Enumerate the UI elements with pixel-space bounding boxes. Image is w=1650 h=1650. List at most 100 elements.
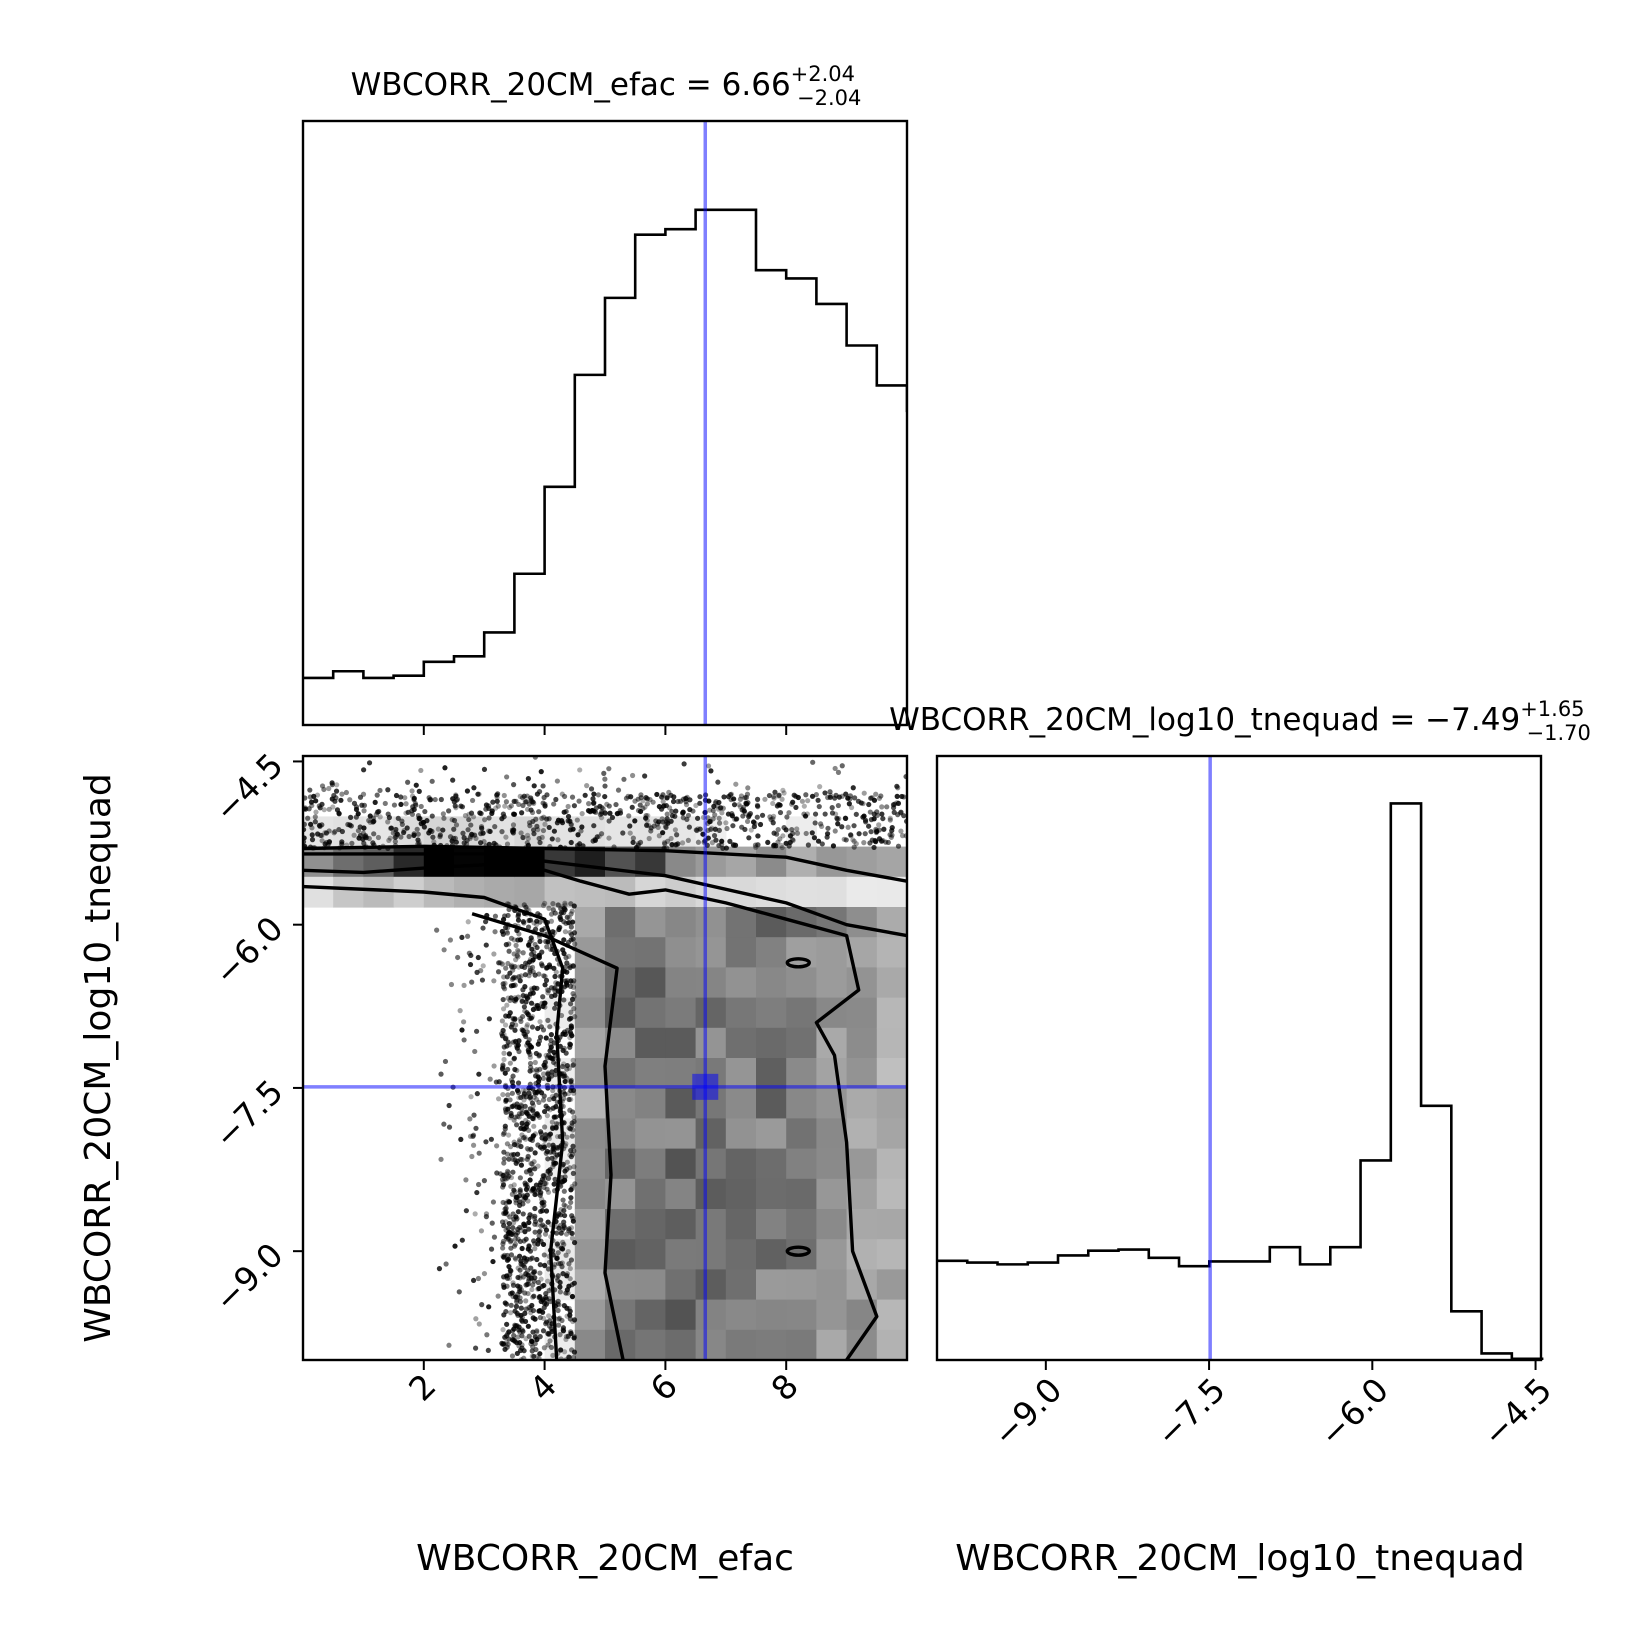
joint-scatter-point <box>568 1077 574 1083</box>
joint-scatter-point <box>521 1031 527 1037</box>
joint-scatter-point <box>629 804 635 810</box>
joint-density-cell <box>514 876 546 908</box>
joint-density-cell <box>725 846 757 878</box>
joint-scatter-point <box>516 974 522 980</box>
joint-scatter-point <box>441 815 447 821</box>
joint-scatter-point <box>502 1126 508 1132</box>
joint-scatter-point <box>511 974 517 981</box>
joint-scatter-point <box>540 1328 547 1334</box>
joint-scatter-point <box>532 1229 538 1235</box>
joint-scatter-point <box>738 793 745 799</box>
joint-scatter-point <box>848 832 854 838</box>
joint-density-cell <box>846 876 878 908</box>
joint-scatter-point <box>504 774 510 780</box>
joint-scatter-point <box>491 978 497 984</box>
joint-scatter-point <box>635 807 642 814</box>
joint-scatter-point <box>522 1103 528 1109</box>
joint-scatter-point <box>567 929 573 936</box>
joint-scatter-point <box>481 1177 487 1184</box>
joint-scatter-point <box>453 792 459 798</box>
tnequad-y-tick-label-1: −6.0 <box>206 909 290 993</box>
joint-scatter-point <box>524 1146 531 1152</box>
joint-scatter-point <box>541 1176 548 1182</box>
joint-scatter-point <box>693 802 699 809</box>
joint-scatter-point <box>478 968 484 974</box>
joint-scatter-point <box>366 760 373 766</box>
joint-scatter-point <box>485 1347 491 1354</box>
joint-scatter-point <box>539 1135 545 1141</box>
tnequad-title-plus: +1.65 <box>1520 697 1584 721</box>
joint-scatter-point <box>551 1160 557 1166</box>
joint-scatter-point <box>567 1041 574 1048</box>
joint-density-cell <box>605 1239 636 1270</box>
joint-scatter-point <box>339 839 345 845</box>
joint-scatter-point <box>503 1013 509 1019</box>
joint-scatter-point <box>446 808 452 814</box>
joint-scatter-point <box>642 804 648 810</box>
joint-scatter-point <box>545 1189 552 1195</box>
joint-density-cell <box>756 967 787 999</box>
joint-scatter-point <box>790 830 796 837</box>
joint-density-cell <box>393 846 425 878</box>
joint-scatter-point <box>571 1317 578 1323</box>
joint-scatter-point <box>564 977 570 984</box>
joint-scatter-point <box>538 1190 544 1196</box>
joint-scatter-point <box>716 799 722 806</box>
joint-scatter-point <box>582 792 588 798</box>
joint-scatter-point <box>683 799 689 805</box>
joint-scatter-point <box>521 1238 527 1244</box>
joint-scatter-point <box>563 1252 569 1258</box>
joint-scatter-point <box>510 1211 516 1217</box>
joint-scatter-point <box>527 1064 534 1070</box>
joint-scatter-point <box>705 835 711 841</box>
joint-scatter-point <box>334 807 341 813</box>
joint-scatter-point <box>560 1328 567 1334</box>
joint-scatter-point <box>468 822 474 828</box>
joint-scatter-point <box>746 812 752 818</box>
joint-density-cell <box>876 1209 907 1240</box>
joint-scatter-point <box>520 1193 527 1199</box>
joint-scatter-point <box>570 1215 576 1221</box>
joint-scatter-point <box>534 823 540 829</box>
joint-scatter-point <box>515 912 521 919</box>
joint-scatter-point <box>512 982 518 988</box>
joint-scatter-point <box>850 837 856 843</box>
joint-scatter-point <box>568 821 574 828</box>
joint-density-cell <box>846 1058 878 1089</box>
joint-scatter-point <box>880 815 886 822</box>
joint-scatter-point <box>567 1126 573 1132</box>
joint-scatter-point <box>615 787 622 793</box>
joint-scatter-point <box>548 911 555 917</box>
joint-density-cell <box>816 1239 848 1270</box>
joint-scatter-point <box>523 1186 530 1193</box>
joint-scatter-point <box>801 803 807 809</box>
joint-scatter-point <box>529 1271 535 1277</box>
joint-scatter-point <box>316 822 323 829</box>
joint-scatter-point <box>549 1155 555 1161</box>
joint-scatter-point <box>507 1214 513 1220</box>
joint-scatter-point <box>543 1171 549 1178</box>
joint-scatter-point <box>654 791 660 798</box>
joint-density-cell <box>574 1178 606 1210</box>
joint-scatter-point <box>500 1241 506 1247</box>
joint-density-cell <box>635 1209 666 1240</box>
joint-scatter-point <box>632 818 638 824</box>
joint-scatter-point <box>530 1344 536 1350</box>
joint-scatter-point <box>607 810 613 816</box>
joint-scatter-point <box>545 1156 551 1162</box>
joint-scatter-point <box>347 797 353 803</box>
joint-density-cell <box>665 1299 697 1331</box>
joint-density-cell <box>695 967 727 999</box>
joint-scatter-point <box>326 785 332 792</box>
joint-scatter-point <box>668 792 674 798</box>
joint-scatter-point <box>515 1143 521 1149</box>
joint-scatter-point <box>491 1063 497 1069</box>
joint-scatter-point <box>646 823 652 829</box>
joint-scatter-point <box>548 1344 555 1351</box>
joint-scatter-point <box>474 969 480 975</box>
joint-scatter-point <box>519 810 525 816</box>
joint-scatter-point <box>628 794 634 800</box>
joint-scatter-point <box>723 845 730 851</box>
joint-scatter-point <box>712 826 718 832</box>
joint-scatter-point <box>521 1260 528 1266</box>
